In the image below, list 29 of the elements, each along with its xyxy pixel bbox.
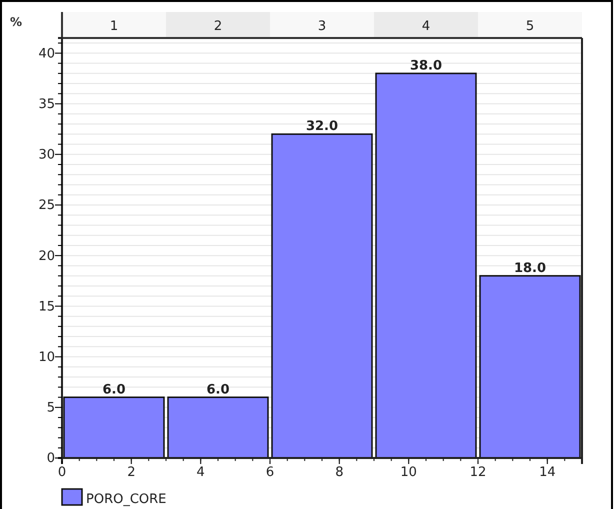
y-tick-label: 40 bbox=[38, 46, 55, 62]
x2-tick-label: 4 bbox=[422, 19, 430, 34]
y-tick-label: 15 bbox=[38, 299, 55, 314]
x2-tick-label: 5 bbox=[526, 19, 534, 34]
y-tick-label: 5 bbox=[46, 400, 55, 416]
y-tick-label: 20 bbox=[38, 248, 55, 264]
x-tick-label: 0 bbox=[58, 465, 66, 480]
x-tick-label: 6 bbox=[266, 465, 274, 480]
x-tick-label: 10 bbox=[400, 465, 417, 480]
data-label: 6.0 bbox=[102, 382, 126, 398]
y-tick-label: 0 bbox=[46, 451, 55, 466]
y-tick-label: 25 bbox=[38, 198, 55, 214]
x-tick-label: 4 bbox=[196, 465, 205, 480]
x2-tick-label: 3 bbox=[318, 19, 326, 34]
x-tick-label: 8 bbox=[335, 465, 344, 480]
x-tick-label: 2 bbox=[127, 465, 136, 480]
y-tick-label: 10 bbox=[38, 350, 55, 365]
data-label: 32.0 bbox=[306, 119, 338, 134]
x2-tick-label: 1 bbox=[110, 19, 118, 34]
y-tick-label: 35 bbox=[38, 96, 55, 112]
y-axis-title: % bbox=[10, 15, 22, 29]
y-tick-label: 30 bbox=[38, 148, 55, 163]
data-label: 38.0 bbox=[410, 58, 442, 74]
x2-tick-label: 2 bbox=[214, 19, 222, 34]
x-tick-label: 12 bbox=[470, 465, 486, 480]
data-label: 6.0 bbox=[206, 382, 230, 398]
data-label: 18.0 bbox=[514, 260, 546, 276]
legend-label: PORO_CORE bbox=[86, 492, 166, 507]
x-tick-label: 14 bbox=[539, 465, 556, 480]
